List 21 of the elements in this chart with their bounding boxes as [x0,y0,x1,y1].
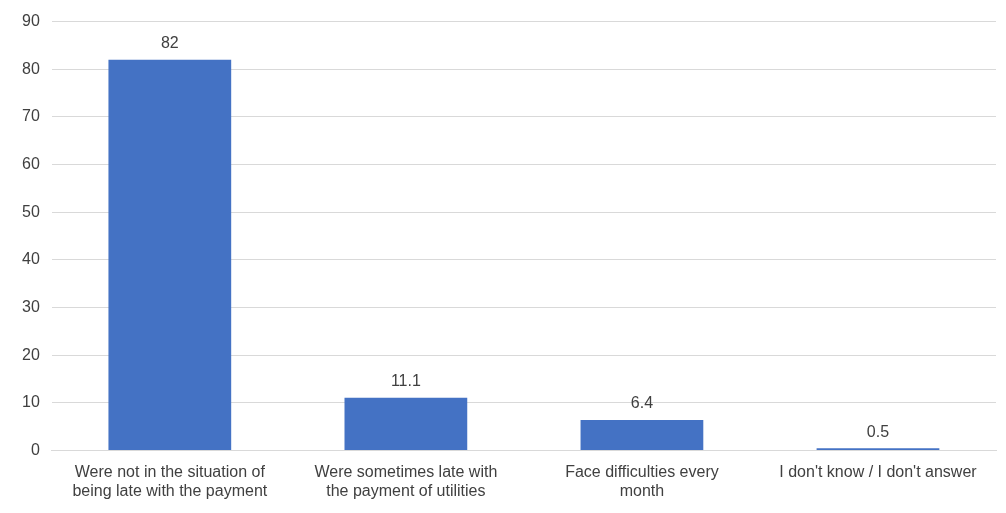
y-tick-label: 30 [22,298,40,316]
y-tick-label: 60 [22,155,40,173]
x-tick-label: Were not in the situation of being late with the payment [72,462,268,499]
y-tick-label: 0 [30,441,40,459]
data-label: 11.1 [390,372,421,390]
y-tick-label: 90 [22,12,40,30]
y-tick-label: 50 [22,202,40,220]
x-tick-label: I don't know / I don't answer [779,462,978,480]
data-label: 0.5 [866,422,890,440]
y-tick-label: 80 [22,59,40,77]
data-label: 6.4 [630,394,654,412]
bar [108,59,232,451]
bar [344,397,468,451]
y-tick-label: 10 [22,393,40,411]
data-label: 82 [160,34,179,52]
y-tick-label: 70 [22,107,40,125]
x-tick-label: Face difficulties every month [565,462,719,499]
x-tick-label: Were sometimes late with the payment of utilities [314,462,498,499]
y-tick-label: 40 [22,250,40,268]
bar [580,420,704,451]
y-tick-label: 20 [22,345,40,363]
